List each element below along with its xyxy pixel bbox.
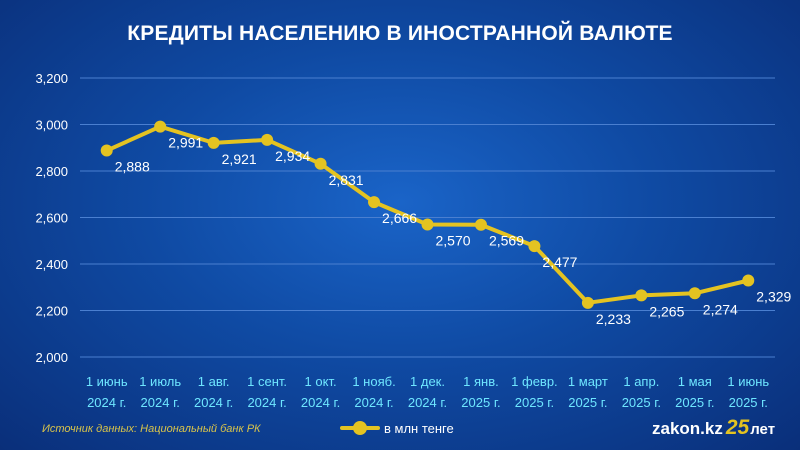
y-tick-label: 2,000 — [35, 350, 68, 365]
data-point — [368, 196, 381, 209]
legend-line-marker-icon — [340, 418, 380, 438]
x-tick-label: 2025 г. — [461, 395, 500, 410]
data-label: 2,477 — [542, 254, 577, 270]
logo-anniversary-number: 25 — [725, 416, 750, 439]
grid-lines — [80, 77, 775, 358]
data-point — [742, 274, 755, 287]
source-note: Источник данных: Национальный банк РК — [42, 423, 261, 435]
x-tick-label: 1 окт. — [305, 374, 337, 389]
x-tick-label: 1 март — [568, 374, 608, 389]
x-tick-label: 2025 г. — [515, 395, 554, 410]
logo-text: zakon.kz — [652, 419, 723, 438]
data-label: 2,934 — [275, 148, 310, 164]
y-tick-label: 3,000 — [35, 118, 68, 133]
x-tick-label: 1 июнь — [86, 374, 128, 389]
data-label: 2,274 — [703, 301, 738, 317]
data-label: 2,666 — [382, 210, 417, 226]
data-point — [421, 218, 434, 231]
x-tick-label: 1 апр. — [623, 374, 659, 389]
y-axis-tick-labels: 2,000 2,200 2,400 2,600 2,800 3,000 3,200 — [35, 71, 68, 365]
x-tick-label: 2024 г. — [354, 395, 393, 410]
data-point — [207, 136, 220, 149]
data-label: 2,265 — [649, 303, 684, 319]
data-point — [314, 157, 327, 170]
y-tick-label: 2,600 — [35, 211, 68, 226]
data-label: 2,233 — [596, 311, 631, 327]
x-tick-label: 2025 г. — [568, 395, 607, 410]
x-tick-label: 1 авг. — [198, 374, 230, 389]
x-tick-label: 2025 г. — [622, 395, 661, 410]
y-tick-label: 2,800 — [35, 164, 68, 179]
x-tick-label: 2024 г. — [408, 395, 447, 410]
x-tick-label: 1 февр. — [511, 374, 558, 389]
x-tick-label: 1 мая — [678, 374, 712, 389]
legend: в млн тенге — [340, 418, 454, 438]
x-tick-label: 1 нояб. — [352, 374, 395, 389]
x-axis-tick-labels: 1 июнь 2024 г. 1 июль 2024 г. 1 авг. 2024 г. 1… — [86, 374, 770, 410]
series-points — [100, 120, 755, 309]
data-point — [474, 218, 487, 231]
data-point — [635, 289, 648, 302]
logo-suffix: лет — [750, 421, 776, 438]
data-label: 2,991 — [168, 135, 203, 151]
x-tick-label: 1 июнь — [727, 374, 769, 389]
x-tick-label: 2024 г. — [87, 395, 126, 410]
y-tick-label: 3,200 — [35, 71, 68, 86]
x-tick-label: 2024 г. — [141, 395, 180, 410]
data-labels: 2,888 2,991 2,921 2,934 2,831 2,666 2,570 2,569… — [115, 135, 792, 327]
data-label: 2,570 — [436, 232, 471, 248]
data-label: 2,831 — [329, 172, 364, 188]
data-point — [528, 240, 541, 253]
site-logo: zakon.kz 25 лет — [652, 416, 775, 440]
x-tick-label: 2025 г. — [729, 395, 768, 410]
legend-label: в млн тенге — [384, 420, 454, 436]
x-tick-label: 1 июль — [139, 374, 181, 389]
series-line — [104, 124, 751, 305]
chart-title: КРЕДИТЫ НАСЕЛЕНИЮ В ИНОСТРАННОЙ ВАЛЮТЕ — [127, 22, 673, 45]
x-tick-label: 2024 г. — [247, 395, 286, 410]
x-tick-label: 1 сент. — [247, 374, 287, 389]
y-tick-label: 2,400 — [35, 257, 68, 272]
x-tick-label: 2024 г. — [301, 395, 340, 410]
series-line-layer — [104, 124, 751, 305]
data-label: 2,921 — [222, 151, 257, 167]
data-label: 2,569 — [489, 233, 524, 249]
data-point — [154, 120, 167, 133]
x-tick-label: 2024 г. — [194, 395, 233, 410]
data-label: 2,888 — [115, 159, 150, 175]
data-point — [688, 287, 701, 300]
data-point — [100, 144, 113, 157]
y-tick-label: 2,200 — [35, 304, 68, 319]
x-tick-label: 1 дек. — [410, 374, 445, 389]
data-point — [581, 296, 594, 309]
data-point — [261, 133, 274, 146]
x-tick-label: 2025 г. — [675, 395, 714, 410]
data-label: 2,329 — [756, 289, 791, 305]
x-tick-label: 1 янв. — [463, 374, 499, 389]
